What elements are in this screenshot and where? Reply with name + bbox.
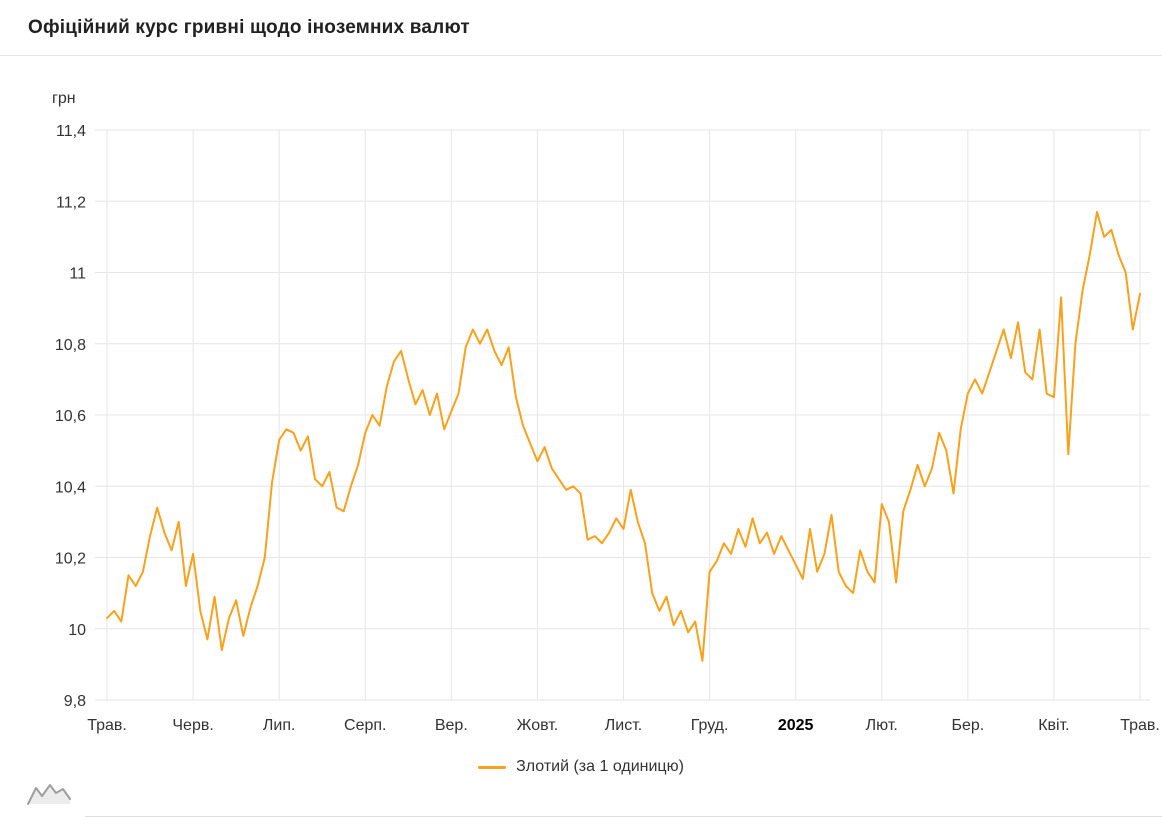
x-tick-label: Трав. [1120, 717, 1160, 734]
chart-legend: Злотий (за 1 одиницю) [0, 758, 1162, 776]
chart-canvas[interactable]: 9,8 10 10,2 10,4 10,6 10,8 11 11,2 11,4 Трав. Черв… [0, 57, 1162, 757]
x-tick-label: Лют. [866, 717, 898, 734]
page-title: Офіційний курс гривні щодо іноземних вал… [28, 16, 470, 38]
x-tick-label: Вер. [435, 717, 468, 734]
x-tick-label: 2025 [778, 717, 814, 734]
y-tick-label: 9,8 [64, 693, 86, 710]
y-tick-label: 10 [68, 622, 86, 639]
x-tick-label: Бер. [951, 717, 984, 734]
y-tick-label: 11,2 [56, 194, 86, 211]
y-tick-label: 11,4 [56, 123, 86, 140]
y-tick-label: 10,2 [55, 551, 86, 568]
x-tick-label: Трав. [87, 717, 127, 734]
legend-label: Злотий (за 1 одиницю) [516, 758, 684, 775]
legend-line-swatch [478, 765, 507, 769]
y-tick-label: 10,8 [55, 337, 86, 354]
legend-item-zloty[interactable]: Злотий (за 1 одиницю) [478, 758, 684, 776]
x-tick-label: Жовт. [517, 717, 559, 734]
chart-logo-icon [26, 780, 72, 811]
y-axis-unit-label: грн [52, 90, 76, 107]
x-tick-label: Груд. [691, 717, 729, 734]
x-tick-label: Серп. [344, 717, 386, 734]
x-tick-label: Черв. [172, 717, 213, 734]
y-tick-label: 11 [69, 266, 86, 283]
y-tick-label: 10,6 [55, 408, 86, 425]
series-line-zloty[interactable] [106, 210, 1141, 662]
chart-header: Офіційний курс гривні щодо іноземних вал… [0, 0, 1162, 56]
x-tick-label: Лист. [605, 717, 642, 734]
y-tick-label: 10,4 [55, 479, 86, 496]
x-tick-label: Лип. [263, 717, 296, 734]
x-tick-label: Квіт. [1038, 717, 1069, 734]
